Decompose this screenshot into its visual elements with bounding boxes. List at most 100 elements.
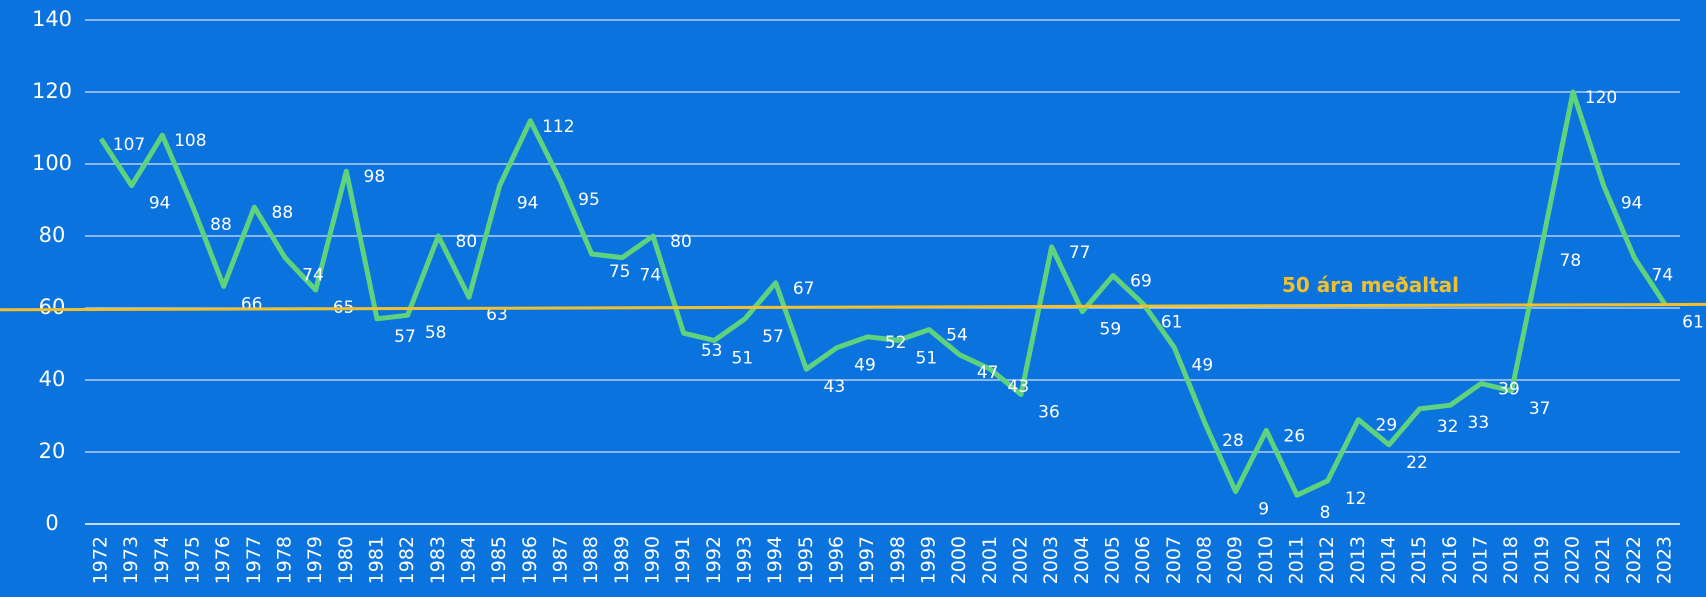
x-tick-label: 1990 [642,536,664,584]
data-label: 95 [578,190,600,210]
x-tick-label: 2016 [1439,536,1461,584]
data-label: 78 [1560,251,1582,271]
data-label: 75 [609,262,631,282]
y-tick-label: 120 [32,79,72,103]
x-tick-label: 1994 [764,536,786,584]
x-tick-label: 1977 [243,536,265,584]
x-tick-label: 1978 [274,536,296,584]
x-tick-label: 1998 [887,536,909,584]
data-label: 67 [793,279,815,299]
data-label: 49 [1192,356,1214,376]
data-label: 88 [210,215,232,235]
data-label: 43 [824,377,846,397]
x-tick-label: 1972 [90,536,112,584]
data-label: 61 [1161,312,1183,332]
x-tick-label: 2015 [1408,536,1430,584]
average-label: 50 ára meðaltal [1282,273,1459,297]
y-tick-label: 20 [39,439,66,463]
data-label: 32 [1437,417,1459,437]
data-label: 80 [456,232,478,252]
y-tick-label: 100 [32,151,72,175]
x-tick-label: 1988 [580,536,602,584]
data-label: 49 [854,356,876,376]
data-label: 57 [762,327,784,347]
x-tick-label: 2019 [1531,536,1553,584]
x-tick-label: 2009 [1224,536,1246,584]
x-tick-label: 2004 [1071,536,1093,584]
data-label: 53 [701,341,723,361]
x-tick-label: 2008 [1194,536,1216,584]
y-tick-label: 40 [39,367,66,391]
average-line [0,302,1706,312]
x-tick-label: 2014 [1378,536,1400,584]
x-tick-label: 1995 [795,536,817,584]
x-tick-label: 1973 [120,536,142,584]
x-tick-label: 2023 [1654,536,1676,584]
data-label: 63 [486,305,508,325]
data-label: 12 [1345,489,1367,509]
x-tick-label: 1983 [427,536,449,584]
data-label: 94 [149,194,171,214]
x-tick-label: 1981 [366,536,388,584]
x-tick-label: 1976 [212,536,234,584]
x-tick-label: 1984 [458,536,480,584]
x-tick-label: 2013 [1347,536,1369,584]
x-tick-label: 2012 [1316,536,1338,584]
x-tick-label: 2011 [1286,536,1308,584]
x-tick-label: 1997 [856,536,878,584]
data-label: 58 [425,323,447,343]
data-label: 29 [1376,416,1398,436]
x-tick-label: 1989 [611,536,633,584]
data-label: 69 [1130,272,1152,292]
data-label: 33 [1468,413,1490,433]
x-tick-label: 2010 [1255,536,1277,584]
x-tick-label: 1975 [182,536,204,584]
data-label: 28 [1222,431,1244,451]
data-label: 112 [542,117,574,137]
data-label: 36 [1038,402,1060,422]
x-tick-label: 1985 [488,536,510,584]
x-tick-label: 2017 [1470,536,1492,584]
data-label: 74 [1652,266,1674,286]
x-tick-label: 1987 [550,536,572,584]
data-label: 94 [517,194,539,214]
x-tick-label: 1993 [734,536,756,584]
data-label: 108 [174,131,206,151]
x-tick-label: 2022 [1623,536,1645,584]
data-label: 74 [640,266,662,286]
x-tick-label: 1980 [335,536,357,584]
x-tick-label: 2021 [1592,536,1614,584]
x-tick-label: 1986 [519,536,541,584]
data-label: 59 [1100,320,1122,340]
data-label: 51 [916,348,938,368]
x-tick-label: 1982 [396,536,418,584]
y-tick-label: 60 [39,295,66,319]
y-tick-label: 140 [32,7,72,31]
data-label: 120 [1585,88,1617,108]
x-tick-label: 1996 [826,536,848,584]
data-line [98,89,1668,498]
x-tick-label: 2005 [1102,536,1124,584]
data-label: 61 [1682,312,1704,332]
x-tick-label: 1992 [703,536,725,584]
data-label: 47 [977,363,999,383]
y-tick-label: 80 [39,223,66,247]
x-tick-label: 2007 [1163,536,1185,584]
data-label: 94 [1621,194,1643,214]
data-label: 77 [1069,243,1091,263]
x-tick-label: 2003 [1040,536,1062,584]
x-tick-label: 2000 [948,536,970,584]
data-label: 9 [1258,500,1269,520]
data-label: 39 [1498,380,1520,400]
data-label: 43 [1008,377,1030,397]
x-tick-label: 1991 [672,536,694,584]
data-label: 51 [732,348,754,368]
x-tick-label: 1999 [918,536,940,584]
y-tick-label: 0 [45,511,58,535]
data-label: 74 [302,266,324,286]
data-label: 8 [1320,503,1331,523]
x-tick-label: 1979 [304,536,326,584]
x-tick-label: 2002 [1010,536,1032,584]
x-tick-label: 2001 [979,536,1001,584]
